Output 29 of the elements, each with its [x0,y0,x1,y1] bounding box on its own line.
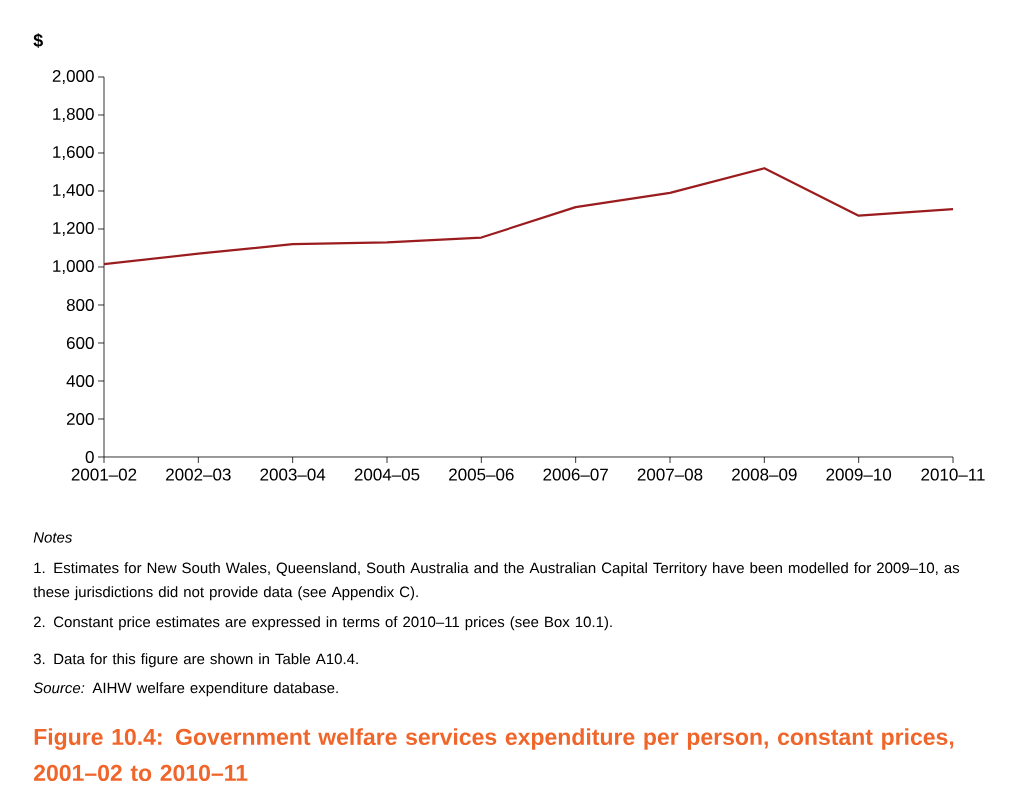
text: 1. Estimates for New South Wales, Queensland, South Australia and the Australian Capital Territory have been modelled for 2009–10, as these jurisdictions did not provide data (see Appendix C). [33,562,960,601]
y-tick-label: 1,800 [53,107,94,123]
text: Notes [33,532,73,543]
text: 2. Constant price estimates are expressed in terms of 2010–11 prices (see Box 10.1). [33,616,612,631]
x-tick-label: 2006–07 [543,468,608,481]
x-tick-label: 2008–09 [732,468,797,481]
x-tick-label: 2003–04 [260,468,326,481]
text: Source: AIHW welfare expenditure database. [33,682,338,697]
x-tick-label: 2007–08 [637,468,703,481]
x-tick-label: 2004–05 [354,468,420,481]
y-axis-title: $ [33,33,43,48]
y-tick-label: 1,000 [53,259,94,275]
y-tick-label: 1,400 [53,183,94,199]
y-tick-label: 1,600 [53,145,94,161]
x-tick-label: 2009–10 [826,468,892,481]
y-tick-label: 800 [66,298,94,312]
y-tick-label: 2,000 [52,69,94,85]
x-tick-label: 2010–11 [921,468,985,481]
y-tick-label: 600 [66,336,94,350]
y-tick-label: 1,200 [53,221,94,237]
text: 3. Data for this figure are shown in Table A10.4. [33,653,358,668]
line-series [102,167,955,266]
x-tick-label: 2005–06 [449,468,514,481]
text: Figure 10.4: Government welfare services expenditure per person, constant prices, 2001–02 to 2010–11 [34,728,954,782]
y-tick-label: 200 [66,412,94,426]
x-tick-label: 2002–03 [166,468,231,481]
x-tick-label: 2001–02 [71,468,137,481]
y-tick-label: 0 [85,450,94,464]
y-tick-label: 400 [66,374,94,388]
